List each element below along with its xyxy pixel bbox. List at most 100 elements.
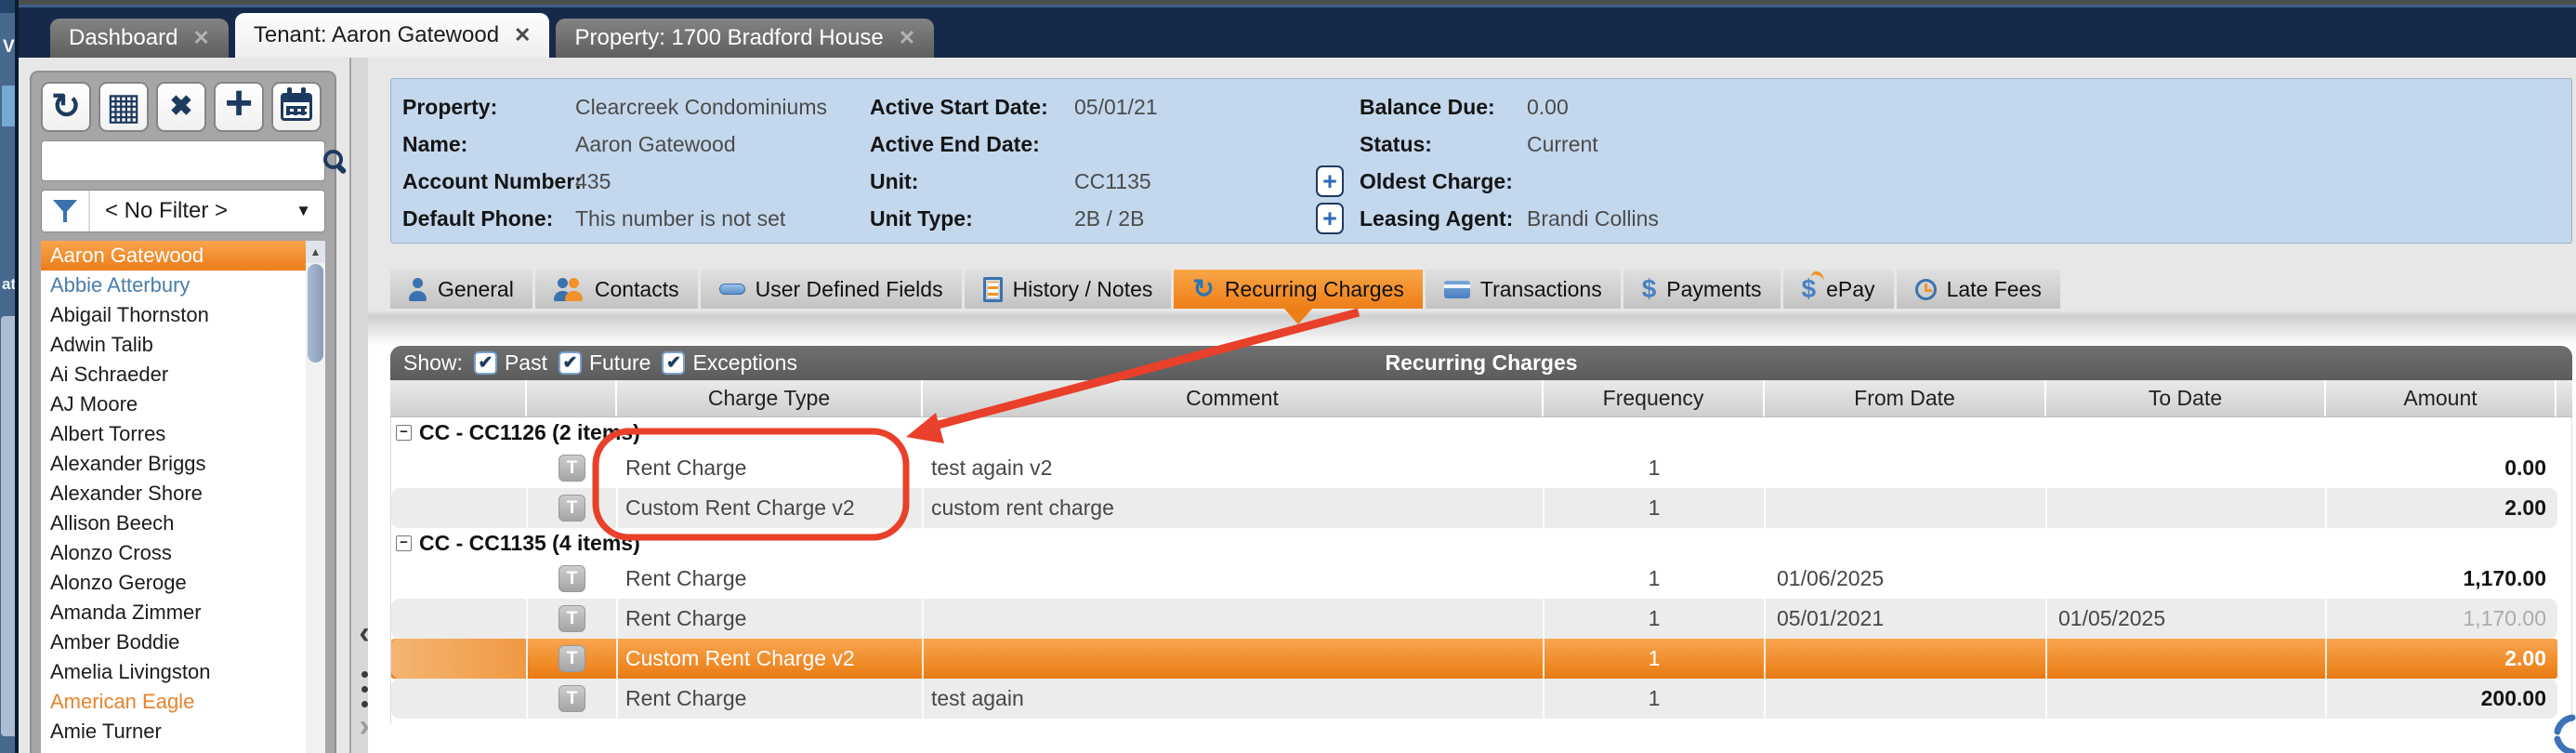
info-value: 2B / 2B xyxy=(1074,206,1145,231)
tab-payments[interactable]: $ Payments xyxy=(1623,270,1781,309)
search-icon[interactable] xyxy=(322,149,348,174)
tenant-list-item[interactable]: Ai Schraeder xyxy=(50,363,169,386)
tenant-list-item[interactable]: Amelia Livingston xyxy=(50,660,211,683)
close-icon[interactable]: ✕ xyxy=(192,26,210,49)
search-input[interactable] xyxy=(51,148,322,174)
edge-top xyxy=(0,0,19,13)
splitter-grip[interactable] xyxy=(351,671,377,707)
tab-late-fees[interactable]: Late Fees xyxy=(1896,270,2060,309)
info-label: Unit Type: xyxy=(870,206,973,231)
checkbox-future[interactable]: ✔ xyxy=(558,351,582,375)
delete-icon: ✖ xyxy=(169,91,193,122)
expand-right-icon[interactable]: › xyxy=(359,708,370,744)
tenant-list-item[interactable]: Alonzo Geroge xyxy=(50,571,187,594)
charge-row[interactable]: T Rent Charge test again 1 200.00 xyxy=(391,679,2557,719)
tenant-sidebar: ↻ ▦ ✖ + < No Filter > ▼ Aaron Gatewood Abbie… xyxy=(30,71,343,753)
scrollbar-thumb[interactable] xyxy=(308,264,323,363)
collapse-minus-icon[interactable]: − xyxy=(396,535,412,551)
cell-indent xyxy=(391,599,528,639)
tenant-list-item[interactable]: Allison Beech xyxy=(50,511,175,535)
tenant-search-box[interactable] xyxy=(41,140,343,181)
tenant-list-item[interactable]: Alexander Shore xyxy=(50,482,203,505)
charge-row[interactable]: T Custom Rent Charge v2 custom rent charge… xyxy=(391,488,2557,528)
chevron-down-icon[interactable]: ▼ xyxy=(296,202,311,219)
tab-user-defined-fields[interactable]: User Defined Fields xyxy=(700,270,962,309)
tenant-list-item[interactable]: Abbie Atterbury xyxy=(50,273,191,297)
charge-row[interactable]: T Rent Charge 1 05/01/2021 01/05/2025 1,170.0… xyxy=(391,599,2557,639)
window-tab-0[interactable]: Dashboard ✕ xyxy=(50,19,229,58)
expand-plus-button[interactable]: + xyxy=(1316,203,1344,234)
add-button[interactable]: + xyxy=(214,76,264,132)
calendar-button[interactable] xyxy=(271,82,322,132)
refresh-button[interactable]: ↻ xyxy=(41,82,91,132)
cell-amt: 1,170.00 xyxy=(2463,566,2546,590)
collapse-left-icon[interactable]: ‹ xyxy=(359,615,370,651)
column-header-row: Charge Type Comment Frequency From Date To D… xyxy=(390,380,2572,417)
tab-contacts[interactable]: Contacts xyxy=(534,270,698,309)
tenant-list-item[interactable]: Abigail Thornston xyxy=(50,303,209,326)
add-icon: + xyxy=(224,76,254,131)
charges-title: Recurring Charges xyxy=(1385,350,1578,375)
recurring-icon: ↻ xyxy=(1192,274,1215,303)
cell-from xyxy=(1766,448,2047,488)
scroll-up-icon[interactable]: ▲ xyxy=(306,241,325,263)
grid-icon: ▦ xyxy=(106,86,141,127)
tenant-list-item[interactable]: Adwin Talib xyxy=(50,333,153,356)
tab-transactions[interactable]: Transactions xyxy=(1425,270,1621,309)
checkbox-exceptions[interactable]: ✔ xyxy=(662,351,686,375)
cell-to xyxy=(2047,488,2327,528)
cell-freq: 1 xyxy=(1544,599,1766,639)
tenant-list-item[interactable]: Amber Boddie xyxy=(50,630,180,654)
cell-to xyxy=(2047,448,2327,488)
collapse-minus-icon[interactable]: − xyxy=(396,425,412,441)
cell-amt: 2.00 xyxy=(2504,646,2546,670)
filter-dropdown[interactable]: < No Filter > ▼ xyxy=(41,190,325,232)
cell-comment xyxy=(924,599,1544,639)
tenant-list-item[interactable]: Albert Torres xyxy=(50,422,166,445)
info-value: CC1135 xyxy=(1074,169,1151,193)
cell-type: Rent Charge xyxy=(618,599,924,639)
tenant-list-item[interactable]: American Eagle xyxy=(50,690,195,713)
cell-from xyxy=(1766,639,2047,679)
cell-freq: 1 xyxy=(1544,639,1766,679)
tenant-list-item[interactable]: Amanda Zimmer xyxy=(50,601,202,624)
cell-indent xyxy=(391,448,528,488)
tenant-list-item[interactable]: Alexander Briggs xyxy=(50,452,206,475)
tab-epay[interactable]: $ ePay xyxy=(1782,270,1894,309)
cell-icon: T xyxy=(528,599,618,639)
tenant-list-item[interactable]: Aaron Gatewood xyxy=(41,241,325,271)
checkbox-past[interactable]: ✔ xyxy=(473,351,497,375)
cell-indent xyxy=(391,559,528,599)
expand-plus-button[interactable]: + xyxy=(1316,165,1344,197)
window-tab-2[interactable]: Property: 1700 Bradford House ✕ xyxy=(556,19,935,58)
tab-history-notes[interactable]: History / Notes xyxy=(964,270,1172,309)
info-label: Account Number: xyxy=(402,169,582,193)
charge-row[interactable]: T Rent Charge 1 01/06/2025 1,170.00 xyxy=(391,559,2557,599)
tenant-list-item[interactable]: AJ Moore xyxy=(50,392,138,416)
delete-button[interactable]: ✖ xyxy=(156,82,206,132)
tab-recurring-charges[interactable]: ↻ Recurring Charges xyxy=(1174,270,1423,324)
recurring-charges-table: Show: ✔ Past ✔ Future ✔ Exceptions Recurring … xyxy=(390,346,2572,724)
cell-type: Rent Charge xyxy=(618,679,924,719)
close-icon[interactable]: ✕ xyxy=(514,23,532,46)
window-tab-label: Tenant: Aaron Gatewood xyxy=(253,22,500,47)
calendar-icon xyxy=(281,87,312,121)
window-tab-label: Property: 1700 Bradford House xyxy=(574,25,884,50)
people-icon xyxy=(553,277,585,301)
group-header-row[interactable]: − CC - CC1126 (2 items) xyxy=(391,417,2571,448)
charge-row[interactable]: T Custom Rent Charge v2 1 2.00 xyxy=(391,639,2557,679)
window-tab-1[interactable]: Tenant: Aaron Gatewood ✕ xyxy=(234,13,550,58)
list-scrollbar[interactable]: ▲ xyxy=(306,241,325,753)
cell-freq: 1 xyxy=(1544,679,1766,719)
group-header-row[interactable]: − CC - CC1135 (4 items) xyxy=(391,528,2571,559)
info-label: Default Phone: xyxy=(402,206,554,231)
cell-to xyxy=(2047,639,2327,679)
grid-button[interactable]: ▦ xyxy=(99,82,149,132)
group-label: CC - CC1126 (2 items) xyxy=(419,420,640,444)
charge-row[interactable]: T Rent Charge test again v2 1 0.00 xyxy=(391,448,2557,488)
tab-general[interactable]: General xyxy=(390,270,532,309)
tenant-list-item[interactable]: Amie Turner xyxy=(50,720,162,743)
cell-type: Rent Charge xyxy=(618,559,924,599)
close-icon[interactable]: ✕ xyxy=(898,26,916,49)
tenant-list-item[interactable]: Alonzo Cross xyxy=(50,541,172,564)
